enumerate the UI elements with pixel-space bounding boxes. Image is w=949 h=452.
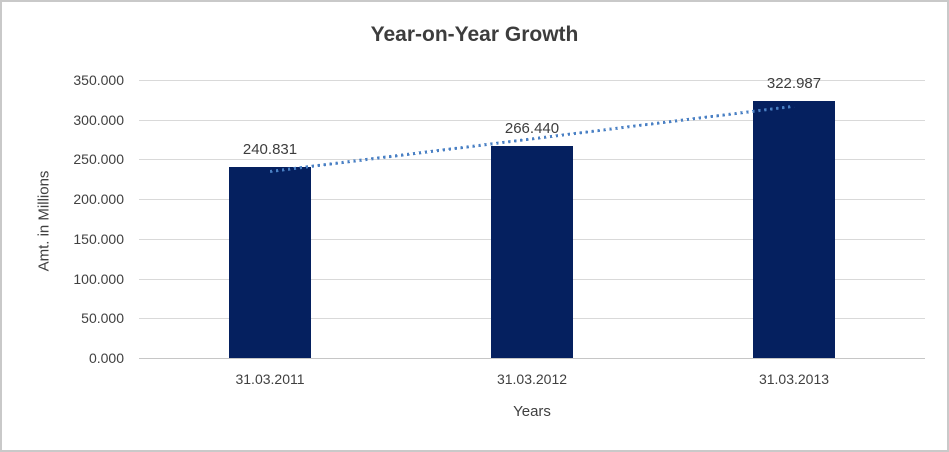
bar bbox=[229, 166, 311, 358]
bar-value-label: 322.987 bbox=[766, 75, 822, 93]
x-tick-label: 31.03.2012 bbox=[496, 371, 568, 387]
gridline bbox=[139, 119, 925, 121]
bar bbox=[753, 101, 835, 358]
x-tick-label: 31.03.2011 bbox=[235, 371, 305, 387]
y-tick-label: 250.000 bbox=[73, 151, 124, 168]
x-tick-label: 31.03.2013 bbox=[758, 371, 830, 387]
x-axis-title: Years bbox=[513, 403, 551, 420]
y-tick-label: 0.000 bbox=[88, 350, 124, 366]
y-axis-title: Amt. in Millions bbox=[35, 170, 53, 272]
bar-value-label: 240.831 bbox=[242, 140, 298, 158]
y-tick-label: 350.000 bbox=[73, 72, 124, 88]
bar bbox=[491, 146, 573, 358]
bar-value-label: 266.440 bbox=[504, 120, 560, 138]
y-tick-label: 300.000 bbox=[73, 111, 124, 128]
x-axis-line bbox=[139, 358, 925, 359]
plot-area: 240.831 266.440 322.987 bbox=[139, 75, 925, 359]
y-tick-label: 100.000 bbox=[73, 270, 124, 287]
chart-title: Year-on-Year Growth bbox=[370, 23, 579, 46]
y-tick-label: 200.000 bbox=[73, 191, 124, 208]
gridline bbox=[139, 80, 925, 81]
y-tick-label: 50.000 bbox=[81, 310, 124, 327]
y-tick-label: 150.000 bbox=[73, 230, 124, 247]
